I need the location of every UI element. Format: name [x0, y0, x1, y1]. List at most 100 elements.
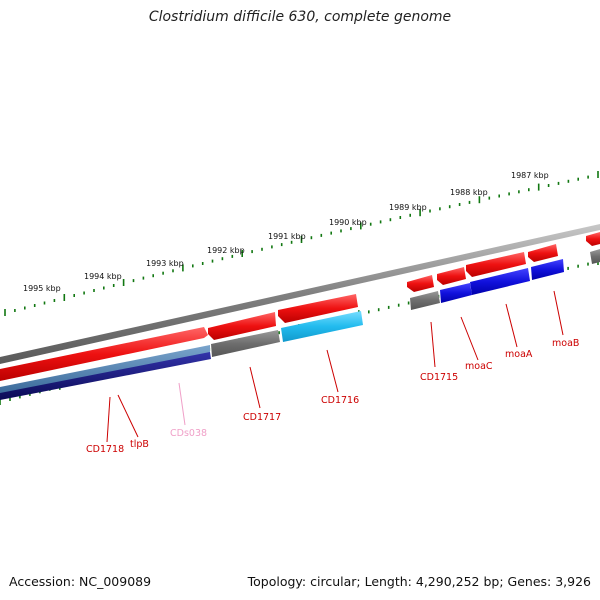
- outer-scale-tick: [547, 184, 550, 187]
- outer-scale-tick: [93, 289, 95, 292]
- inner-scale-tick: [9, 398, 11, 401]
- gene-label-CD1718[interactable]: CD1718: [86, 444, 124, 455]
- outer-scale-tick: [251, 250, 253, 254]
- outer-scale-tick: [310, 236, 313, 240]
- leader-CD1716: [326, 349, 339, 393]
- outer-scale-tick: [103, 286, 105, 290]
- inner-scale-tick: [567, 266, 569, 270]
- outer-scale-tick: [537, 183, 540, 191]
- inner-scale-tick: [19, 395, 21, 399]
- outer-scale-tick: [567, 179, 570, 183]
- outer-scale-tick: [340, 229, 342, 233]
- leader-moaB: [553, 290, 564, 336]
- leader-CDs038: [178, 382, 186, 426]
- cds-moaA[interactable]: [470, 268, 530, 295]
- gene-arrow-tlpB[interactable]: [0, 327, 208, 381]
- cds-CD1718[interactable]: [0, 345, 210, 394]
- outer-scale-tick: [63, 294, 66, 301]
- scale-labels: 1995 kbp 1994 kbp 1993 kbp 1992 kbp 1991…: [23, 171, 549, 293]
- cds-CD1717[interactable]: [211, 330, 280, 357]
- outer-scale-tick: [320, 233, 323, 237]
- label-leader-lines: [106, 290, 564, 443]
- outer-scale-tick: [439, 207, 441, 211]
- outer-scale-tick: [330, 231, 332, 235]
- gene-label-CD1715[interactable]: CD1715: [420, 372, 458, 383]
- gene-label-moaC[interactable]: moaC: [465, 361, 493, 372]
- outer-scale-tick: [458, 203, 461, 206]
- outer-scale-tick: [261, 247, 263, 251]
- outer-scale-tick: [201, 262, 204, 265]
- outer-scale-tick: [587, 175, 589, 179]
- outer-scale-tick: [122, 279, 125, 286]
- inner-scale-tick: [397, 303, 400, 307]
- diagram-title: Clostridium difficile 630, complete geno…: [148, 9, 452, 25]
- outer-scale-tick: [241, 250, 243, 257]
- gene-label-CD1717[interactable]: CD1717: [243, 412, 281, 423]
- outer-scale-tick: [132, 279, 135, 283]
- leader-CD1717: [249, 366, 261, 409]
- gene-labels: CD1718 tlpB CDs038 CD1717 CD1716 CD1715 …: [86, 338, 579, 455]
- gene-arrow-next[interactable]: [586, 232, 600, 246]
- outer-scale-tick: [211, 259, 214, 263]
- outer-scale-tick: [162, 271, 164, 275]
- outer-scale-tick: [597, 171, 599, 178]
- outer-scale-tick: [300, 236, 303, 243]
- inner-scale-tick: [387, 305, 390, 309]
- genome-summary-text: Topology: circular; Length: 4,290,252 bp…: [247, 574, 591, 589]
- gene-arrow-CD1717[interactable]: [208, 312, 276, 340]
- outer-scale-tick: [33, 304, 36, 307]
- outer-scale-tick: [290, 240, 293, 244]
- inner-scale-tick: [577, 264, 579, 268]
- cds-CD1715[interactable]: [410, 291, 440, 310]
- cds-moaB[interactable]: [531, 259, 564, 280]
- outer-scale-tick: [369, 222, 372, 226]
- scale-label-1988: 1988 kbp: [450, 188, 488, 197]
- forward-genes-track: [0, 232, 600, 381]
- cds-next[interactable]: [590, 249, 600, 264]
- gene-label-CDs038[interactable]: CDs038: [170, 428, 207, 439]
- outer-scale-tick: [182, 264, 184, 272]
- outer-scale-tick: [429, 209, 431, 213]
- outer-scale-tick: [488, 196, 491, 200]
- outer-scale-tick: [518, 190, 520, 194]
- genome-backbone: [0, 224, 600, 364]
- scale-label-1989: 1989 kbp: [389, 203, 427, 212]
- leader-CD1718: [106, 396, 111, 443]
- leader-tlpB: [117, 394, 139, 438]
- gene-arrow-moaA[interactable]: [466, 252, 526, 277]
- gene-arrow-moaB[interactable]: [528, 244, 558, 262]
- gene-label-CD1716[interactable]: CD1716: [321, 395, 359, 406]
- outer-scale-tick: [152, 274, 154, 278]
- outer-scale-tick: [557, 181, 560, 185]
- leader-CD1715: [430, 321, 436, 368]
- inner-scale-tick: [29, 392, 31, 396]
- inner-scale-tick: [587, 262, 589, 266]
- outer-scale-tick: [350, 227, 352, 231]
- accession-text: Accession: NC_009089: [9, 574, 152, 589]
- gene-label-moaB[interactable]: moaB: [552, 338, 579, 349]
- outer-scale-tick: [399, 216, 402, 219]
- leader-moaC: [460, 316, 479, 361]
- outer-scale-tick: [53, 299, 56, 302]
- outer-scale-tick: [498, 194, 500, 198]
- outer-scale-tick: [577, 177, 579, 181]
- outer-scale-tick: [43, 301, 46, 305]
- outer-scale-tick: [448, 205, 451, 209]
- scale-label-1987: 1987 kbp: [511, 171, 549, 180]
- outer-scale-tick: [4, 309, 6, 316]
- scale-label-1995: 1995 kbp: [23, 284, 61, 293]
- outer-scale-tick: [221, 257, 224, 261]
- gene-arrow-CD1716[interactable]: [278, 294, 358, 323]
- outer-scale-tick: [478, 196, 481, 204]
- gene-label-moaA[interactable]: moaA: [505, 349, 533, 360]
- gene-arrow-moaC[interactable]: [437, 267, 466, 285]
- outer-scale-tick: [172, 269, 174, 273]
- inner-scale-tick: [407, 301, 410, 305]
- outer-scale-tick: [24, 306, 26, 310]
- cds-CD1716[interactable]: [281, 311, 363, 342]
- cds-moaC[interactable]: [440, 283, 472, 303]
- cds-tlpB[interactable]: [0, 352, 211, 400]
- gene-label-tlpB[interactable]: tlpB: [130, 439, 149, 450]
- gene-arrow-CD1715[interactable]: [407, 275, 434, 292]
